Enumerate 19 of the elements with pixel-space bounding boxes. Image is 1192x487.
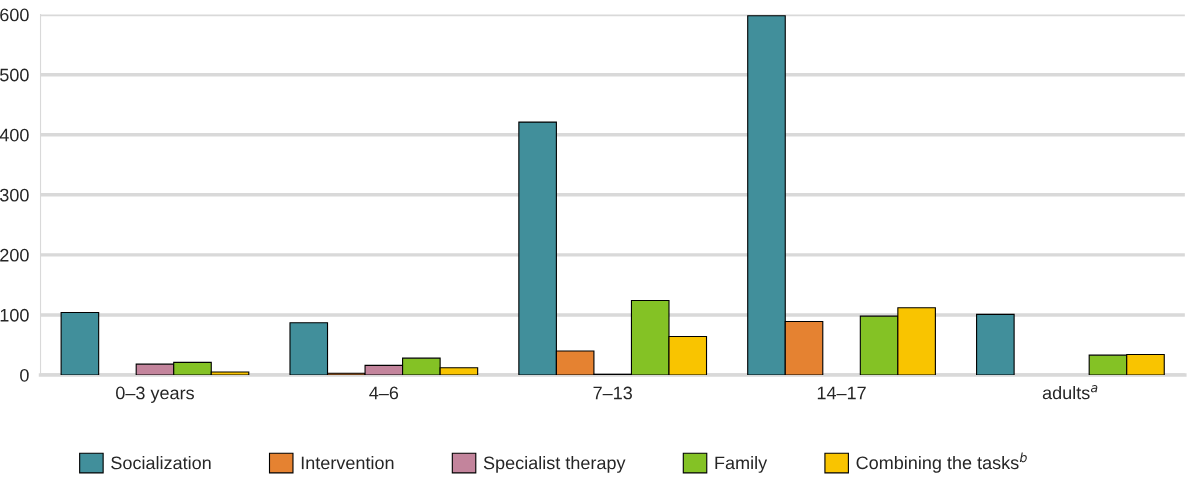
legend-label: Intervention bbox=[301, 456, 394, 470]
y-tick-label: 500 bbox=[0, 68, 29, 82]
x-tick-label: 4–6 bbox=[369, 386, 399, 400]
x-tick-label: 14–17 bbox=[817, 386, 866, 400]
y-tick-label: 400 bbox=[0, 128, 29, 142]
legend-label: Family bbox=[715, 456, 768, 473]
y-tick-label: 0 bbox=[20, 368, 29, 382]
legend-label: Combining the tasks$^{b}$ bbox=[856, 452, 1027, 473]
bar bbox=[976, 313, 1015, 375]
legend-label: Specialist therapy bbox=[483, 456, 626, 473]
y-tick-label: 200 bbox=[0, 248, 29, 262]
x-tick-label: adults$^{a}$ bbox=[1042, 385, 1098, 400]
y-tick-label: 300 bbox=[0, 188, 29, 202]
bar bbox=[60, 311, 100, 375]
y-tick-label: 100 bbox=[0, 308, 29, 322]
legend-label: Socialization bbox=[111, 456, 211, 470]
y-tick-label: 600 bbox=[0, 8, 29, 22]
x-tick-label: 7–13 bbox=[593, 386, 632, 400]
x-tick-label: 0–3 years bbox=[116, 386, 194, 403]
